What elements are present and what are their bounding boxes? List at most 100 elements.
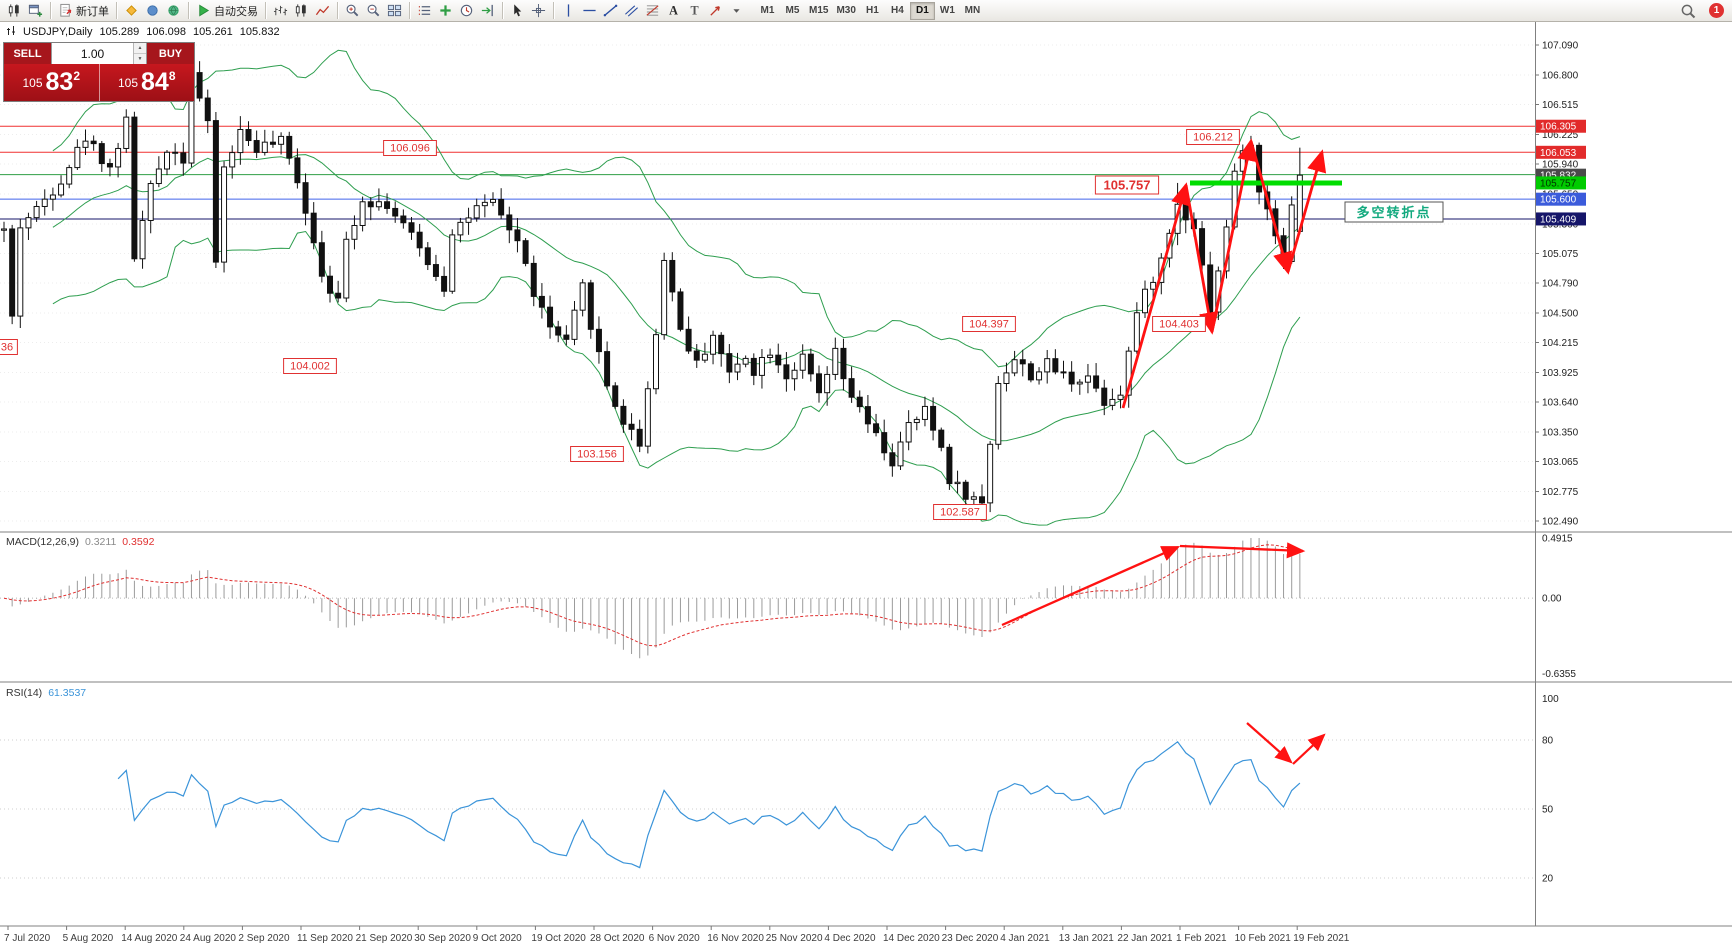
- buy-button[interactable]: BUY: [147, 43, 194, 64]
- compile-button[interactable]: [121, 1, 142, 21]
- svg-text:14 Aug 2020: 14 Aug 2020: [121, 933, 178, 944]
- svg-text:105.757: 105.757: [1104, 178, 1151, 193]
- sell-quote-sup: 2: [73, 69, 81, 83]
- timeframe-m30[interactable]: M30: [832, 2, 859, 20]
- svg-text:13 Jan 2021: 13 Jan 2021: [1059, 933, 1114, 944]
- svg-text:14 Dec 2020: 14 Dec 2020: [883, 933, 940, 944]
- timeframe-d1[interactable]: D1: [909, 1, 935, 20]
- price-annotation[interactable]: 106.212: [1186, 129, 1240, 145]
- price-annotation[interactable]: 102.587: [933, 504, 987, 520]
- price-annotation[interactable]: 106.096: [383, 140, 437, 156]
- trend-arrows-rsi[interactable]: [1246, 722, 1326, 765]
- svg-text:105.832: 105.832: [1540, 171, 1577, 182]
- line-chart-button[interactable]: [312, 1, 333, 21]
- timeframe-m5[interactable]: M5: [780, 2, 805, 20]
- new-order-button[interactable]: 新订单: [55, 1, 112, 21]
- chart-window: 106.096 106.212 105.757 104.397 104.403 104.0…: [0, 22, 1732, 948]
- community-button[interactable]: [163, 1, 184, 21]
- crosshair-button[interactable]: [528, 1, 549, 21]
- accounts-button[interactable]: [142, 1, 163, 21]
- channel-button[interactable]: [621, 1, 642, 21]
- symbol-period: USDJPY,Daily: [23, 26, 93, 38]
- new-chart-button[interactable]: [25, 1, 46, 21]
- timeframe-m15[interactable]: M15: [805, 2, 832, 20]
- horizontal-line-button[interactable]: [579, 1, 600, 21]
- svg-text:102.775: 102.775: [1542, 487, 1579, 498]
- svg-text:24 Aug 2020: 24 Aug 2020: [180, 933, 237, 944]
- macd-signal-line: [3, 544, 1300, 647]
- svg-text:A: A: [669, 4, 678, 18]
- cursor-button[interactable]: [507, 1, 528, 21]
- volume-decrease-button[interactable]: [134, 54, 146, 64]
- svg-text:106.096: 106.096: [390, 143, 430, 155]
- timeframe-w1[interactable]: W1: [935, 2, 960, 20]
- indicators-button[interactable]: [435, 1, 456, 21]
- price-annotation[interactable]: 105.757: [1094, 175, 1160, 195]
- buy-quote-big: 84: [141, 68, 169, 96]
- ohlc-close: 105.832: [239, 26, 280, 38]
- volume-increase-button[interactable]: [134, 43, 146, 54]
- candle-chart-button[interactable]: [291, 1, 312, 21]
- arrows-button[interactable]: [705, 1, 726, 21]
- autotrading-button[interactable]: 自动交易: [193, 1, 261, 21]
- bar-chart-button[interactable]: [270, 1, 291, 21]
- note-box[interactable]: 多空转折点: [1344, 201, 1444, 223]
- price-annotation[interactable]: 104.403: [1152, 316, 1206, 332]
- charts-button[interactable]: [4, 1, 25, 21]
- auto-scroll-button[interactable]: [477, 1, 498, 21]
- symbol-icon: [6, 25, 16, 39]
- svg-text:105.757: 105.757: [1540, 178, 1577, 189]
- horizontal-level-lines[interactable]: [0, 125, 1535, 220]
- price-annotation[interactable]: 36: [0, 339, 18, 355]
- buy-quote[interactable]: 105 84 8: [100, 64, 195, 101]
- periods-button[interactable]: [456, 1, 477, 21]
- trendline-button[interactable]: [600, 1, 621, 21]
- navigator-button[interactable]: [414, 1, 435, 21]
- timeframe-h1[interactable]: H1: [860, 2, 885, 20]
- svg-text:5 Aug 2020: 5 Aug 2020: [63, 933, 114, 944]
- price-annotation[interactable]: 104.397: [962, 316, 1016, 332]
- ohlc-high: 106.098: [146, 26, 187, 38]
- rsi-level-lines: [0, 739, 1535, 879]
- panel-separators[interactable]: [0, 22, 1732, 927]
- volume-input[interactable]: [52, 43, 133, 64]
- timeframe-h4[interactable]: H4: [885, 2, 910, 20]
- trend-arrows-main[interactable]: [1121, 138, 1327, 409]
- timeframe-mn[interactable]: MN: [960, 2, 985, 20]
- price-annotation[interactable]: 103.156: [570, 446, 624, 462]
- objects-dropdown[interactable]: [726, 1, 747, 21]
- zoom-in-button[interactable]: [342, 1, 363, 21]
- sell-quote[interactable]: 105 83 2: [4, 64, 100, 101]
- search-icon[interactable]: [1674, 0, 1701, 22]
- volume-box: [51, 43, 147, 64]
- zoom-out-button[interactable]: [363, 1, 384, 21]
- svg-text:28 Oct 2020: 28 Oct 2020: [590, 933, 645, 944]
- svg-text:100: 100: [1542, 694, 1559, 705]
- toolbar-separator: [502, 2, 503, 19]
- price-annotation[interactable]: 104.002: [283, 358, 337, 374]
- timeframe-m1[interactable]: M1: [755, 2, 780, 20]
- svg-text:104.500: 104.500: [1542, 309, 1579, 320]
- svg-text:106.053: 106.053: [1540, 148, 1577, 159]
- notification-badge[interactable]: 1: [1709, 3, 1724, 18]
- fibonacci-button[interactable]: [642, 1, 663, 21]
- text-button[interactable]: A: [663, 1, 684, 21]
- svg-text:103.640: 103.640: [1542, 398, 1579, 409]
- svg-text:104.002: 104.002: [290, 361, 330, 373]
- svg-text:106.305: 106.305: [1540, 122, 1577, 133]
- svg-text:9 Oct 2020: 9 Oct 2020: [473, 933, 522, 944]
- svg-text:30 Sep 2020: 30 Sep 2020: [414, 933, 471, 944]
- chart-canvas: 106.096 106.212 105.757 104.397 104.403 104.0…: [0, 22, 1732, 944]
- vertical-line-button[interactable]: [558, 1, 579, 21]
- ohlc-open: 105.289: [99, 26, 140, 38]
- bollinger-upper: [52, 49, 1301, 368]
- macd-header: MACD(12,26,9) 0.3211 0.3592: [6, 536, 155, 548]
- text-label-button[interactable]: T: [684, 1, 705, 21]
- trend-arrows-macd[interactable]: [1001, 542, 1306, 627]
- buy-quote-sup: 8: [168, 69, 176, 83]
- tile-windows-button[interactable]: [384, 1, 405, 21]
- sell-button[interactable]: SELL: [4, 43, 51, 64]
- toolbar-groups: 新订单 自动交易 A T: [4, 1, 747, 21]
- price-annotations[interactable]: 106.096 106.212 105.757 104.397 104.403 104.0…: [0, 129, 1240, 520]
- svg-text:T: T: [690, 4, 698, 18]
